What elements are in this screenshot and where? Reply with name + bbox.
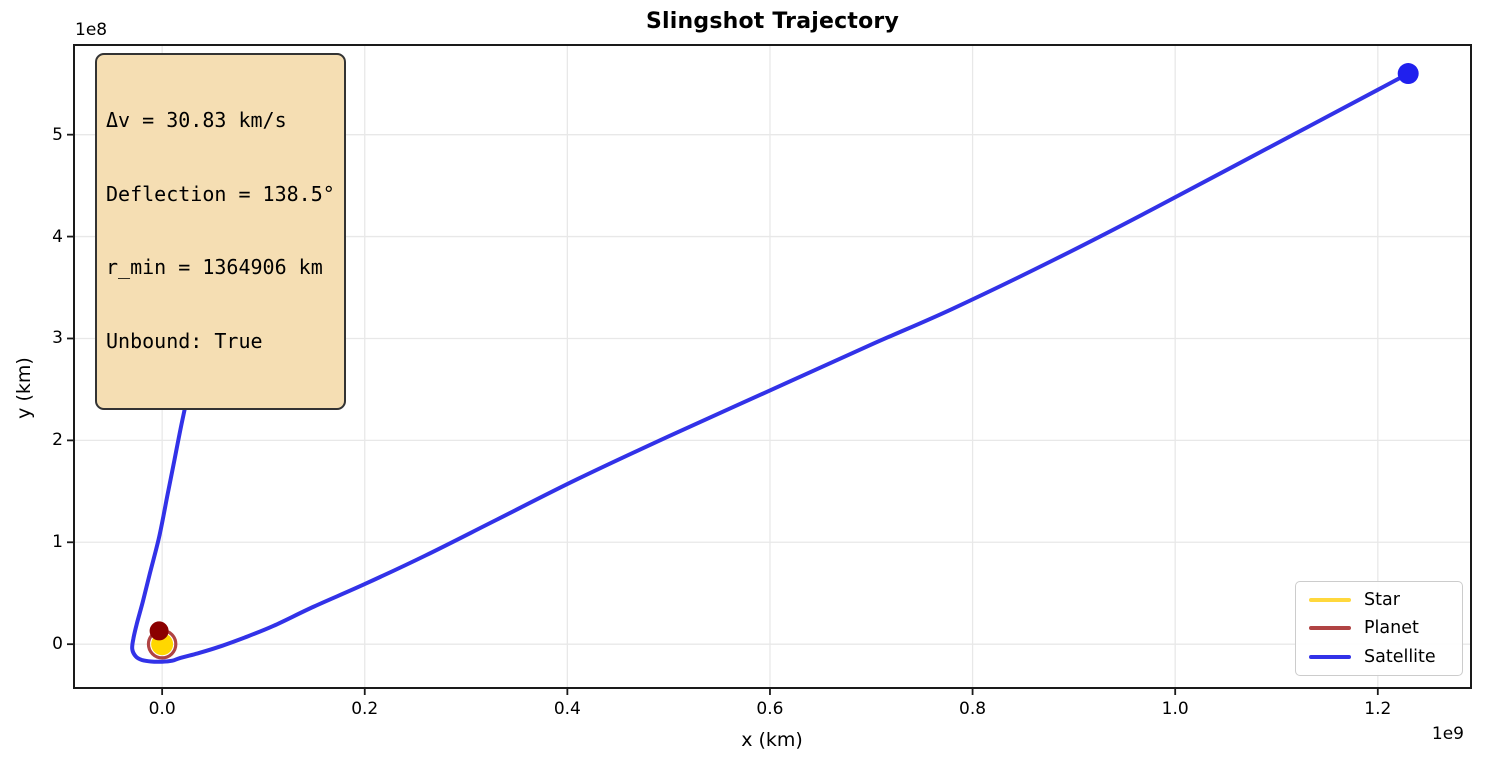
legend-line-swatch-planet bbox=[1309, 626, 1351, 631]
legend: Star Planet Satellite bbox=[1295, 581, 1463, 676]
y-tick-label: 0 bbox=[52, 634, 63, 655]
x-tick-label: 0.6 bbox=[756, 699, 784, 719]
stats-annotation-box: Δv = 30.83 km/s Deflection = 138.5° r_mi… bbox=[95, 53, 346, 410]
legend-entry-star: Star bbox=[1296, 586, 1462, 614]
legend-label-satellite: Satellite bbox=[1364, 646, 1436, 667]
x-tick-label: 1.0 bbox=[1161, 699, 1189, 719]
y-tick-label: 5 bbox=[52, 124, 63, 145]
x-tick-label: 0.8 bbox=[959, 699, 987, 719]
y-axis-scale-offset: 1e8 bbox=[75, 20, 108, 40]
satellite-trajectory-line bbox=[130, 71, 1411, 664]
y-tick-label: 4 bbox=[52, 226, 63, 247]
x-tick-label: 0.2 bbox=[351, 699, 379, 719]
planet-marker bbox=[149, 621, 169, 641]
y-tick-label: 2 bbox=[52, 430, 63, 451]
annotation-line-unbound: Unbound: True bbox=[106, 328, 263, 353]
annotation-line-deflection: Deflection = 138.5° bbox=[106, 181, 335, 206]
legend-line-swatch-star bbox=[1309, 598, 1351, 603]
annotation-line-rmin: r_min = 1364906 km bbox=[106, 255, 323, 279]
annotation-line-dv: Δv = 30.83 km/s bbox=[106, 108, 287, 132]
y-axis-label: y (km) bbox=[13, 357, 35, 419]
y-tick-label: 3 bbox=[52, 328, 63, 349]
x-tick-label: 0.4 bbox=[553, 699, 581, 719]
satellite-position-marker bbox=[1397, 63, 1419, 85]
legend-label-planet: Planet bbox=[1364, 618, 1419, 639]
chart-title: Slingshot Trajectory bbox=[646, 9, 899, 34]
legend-label-star: Star bbox=[1364, 590, 1400, 611]
x-axis-label: x (km) bbox=[741, 729, 803, 751]
legend-entry-planet: Planet bbox=[1296, 614, 1462, 642]
x-axis-scale-offset: 1e9 bbox=[1431, 724, 1464, 744]
y-tick-label: 1 bbox=[52, 532, 63, 553]
legend-entry-satellite: Satellite bbox=[1296, 643, 1462, 671]
x-tick-label: 1.2 bbox=[1364, 699, 1392, 719]
plot-border bbox=[73, 44, 1472, 689]
x-tick-label: 0.0 bbox=[148, 699, 176, 719]
legend-line-swatch-satellite bbox=[1309, 654, 1351, 659]
